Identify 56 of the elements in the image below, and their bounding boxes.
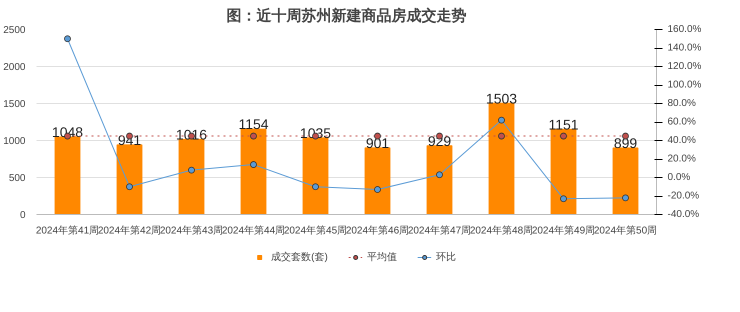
point xyxy=(64,35,71,42)
data-label: 1503 xyxy=(486,90,518,106)
data-label: 899 xyxy=(614,134,638,151)
bar xyxy=(54,136,80,214)
y2-tick-label: 40.0% xyxy=(668,135,696,146)
bar xyxy=(240,128,266,214)
point xyxy=(126,183,133,190)
point xyxy=(374,186,381,193)
x-tick-label: 2024年第48周 xyxy=(470,224,534,236)
bar xyxy=(426,145,452,214)
bar xyxy=(612,147,638,214)
chart-title: 图：近十周苏州新建商品房成交走势 xyxy=(226,6,466,24)
point xyxy=(560,195,567,202)
point xyxy=(188,166,195,174)
x-tick-label: 2024年第43周 xyxy=(160,224,224,236)
y2-tick-label: -40.0% xyxy=(668,209,700,220)
data-label: 901 xyxy=(366,134,390,151)
x-tick-label: 2024年第49周 xyxy=(532,224,596,236)
y-tick-label: 1000 xyxy=(3,136,26,147)
y2-tick-label: 160.0% xyxy=(668,24,702,35)
bar xyxy=(178,138,204,214)
x-tick-label: 2024年第42周 xyxy=(98,224,162,236)
y-tick-label: 0 xyxy=(20,210,26,221)
y-tick-label: 1500 xyxy=(3,99,26,110)
point xyxy=(312,183,319,190)
bar xyxy=(116,144,142,214)
legend-label: 环比 xyxy=(436,250,456,264)
legend-label: 平均值 xyxy=(366,251,397,264)
y2-tick-label: 20.0% xyxy=(668,154,696,164)
y2-tick-label: -20.0% xyxy=(668,190,700,202)
bar xyxy=(302,137,328,214)
x-tick-label: 2024年第41周 xyxy=(36,224,100,236)
y2-tick-label: 0.0% xyxy=(668,172,690,183)
y2-tick-label: 140.0% xyxy=(668,42,702,54)
y-tick-label: 2500 xyxy=(3,25,26,36)
y2-tick-label: 80.0% xyxy=(668,98,696,109)
y2-tick-label: 100.0% xyxy=(668,80,702,90)
point xyxy=(250,161,257,168)
y2-tick-label: 60.0% xyxy=(668,116,696,128)
bar xyxy=(364,147,390,214)
x-tick-label: 2024年第47周 xyxy=(408,224,472,236)
x-tick-label: 2024年第46周 xyxy=(346,224,410,236)
bar xyxy=(488,102,514,214)
point xyxy=(498,116,505,124)
x-tick-label: 2024年第45周 xyxy=(284,224,348,236)
x-tick-label: 2024年第50周 xyxy=(594,224,658,236)
point xyxy=(436,171,443,178)
y-tick-label: 500 xyxy=(8,173,26,184)
data-label: 1154 xyxy=(238,116,269,132)
point xyxy=(622,194,629,202)
y2-tick-label: 120.0% xyxy=(668,61,702,72)
bar xyxy=(550,128,576,214)
y-tick-label: 2000 xyxy=(3,62,26,73)
data-label: 1151 xyxy=(548,116,579,132)
legend-label: 成交套数(套) xyxy=(271,250,328,264)
x-tick-label: 2024年第44周 xyxy=(222,224,286,236)
